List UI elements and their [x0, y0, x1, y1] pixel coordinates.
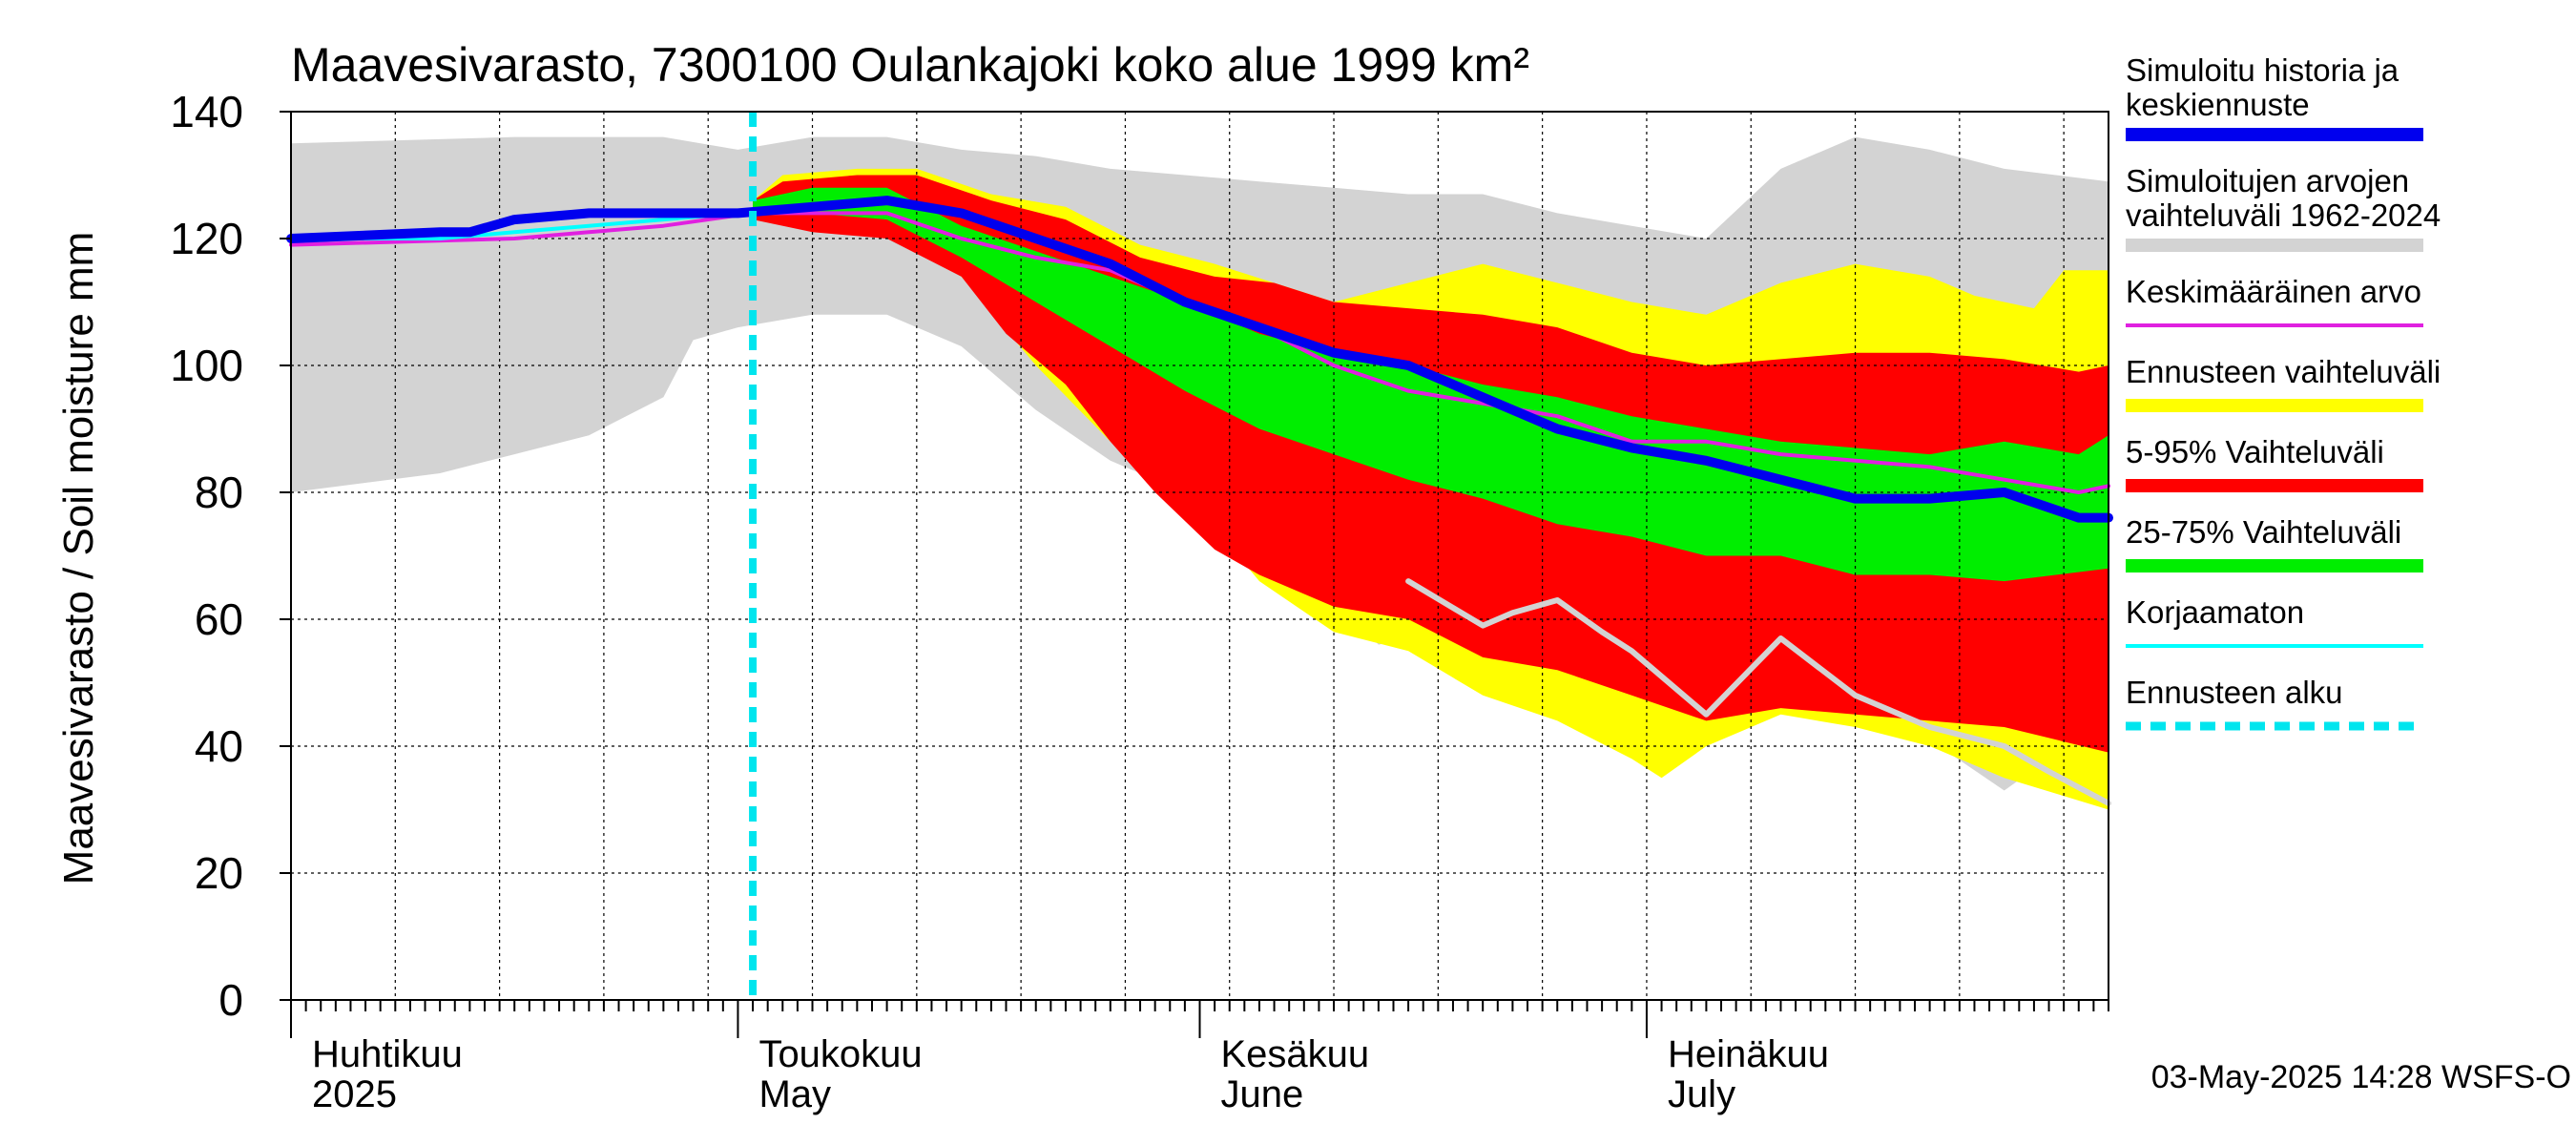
month-label: Heinäkuu	[1668, 1033, 1829, 1075]
month-label: Toukokuu	[758, 1033, 922, 1075]
legend-label-raw: Korjaamaton	[2126, 594, 2304, 630]
y-tick-label: 140	[170, 87, 243, 136]
month-label: Kesäkuu	[1221, 1033, 1370, 1075]
uncorrected-lower-line	[1405, 578, 2111, 806]
p25-75-range-area	[753, 187, 2109, 582]
y-axis-label: Maavesivarasto / Soil moisture mm	[55, 232, 102, 885]
y-tick-label: 20	[195, 848, 243, 898]
y-tick-label: 80	[195, 468, 243, 517]
legend-label-sim: Simuloitu historia ja	[2126, 52, 2399, 88]
chart-title: Maavesivarasto, 7300100 Oulankajoki koko…	[291, 38, 1529, 92]
month-sublabel: July	[1668, 1073, 1735, 1115]
y-tick-label: 40	[195, 721, 243, 771]
simulated-line	[286, 196, 2113, 523]
month-label: Huhtikuu	[312, 1033, 463, 1075]
legend-label-mean: Keskimääräinen arvo	[2126, 274, 2421, 309]
y-tick-label: 120	[170, 214, 243, 263]
legend-sublabel-sim: keskiennuste	[2126, 87, 2310, 122]
month-sublabel: June	[1221, 1073, 1304, 1115]
legend-label-hist: Simuloitujen arvojen	[2126, 163, 2409, 198]
y-tick-label: 100	[170, 341, 243, 390]
legend-label-p5_95: 5-95% Vaihteluväli	[2126, 434, 2384, 469]
legend-sublabel-hist: vaihteluväli 1962-2024	[2126, 198, 2441, 233]
y-tick-label: 0	[218, 975, 243, 1025]
legend-label-fstart: Ennusteen alku	[2126, 675, 2343, 710]
month-sublabel: May	[758, 1073, 831, 1115]
month-sublabel: 2025	[312, 1073, 397, 1115]
timestamp: 03-May-2025 14:28 WSFS-O	[2151, 1059, 2571, 1095]
y-tick-label: 60	[195, 594, 243, 644]
legend-label-p25_75: 25-75% Vaihteluväli	[2126, 514, 2401, 550]
legend-label-range: Ennusteen vaihteluväli	[2126, 354, 2441, 389]
